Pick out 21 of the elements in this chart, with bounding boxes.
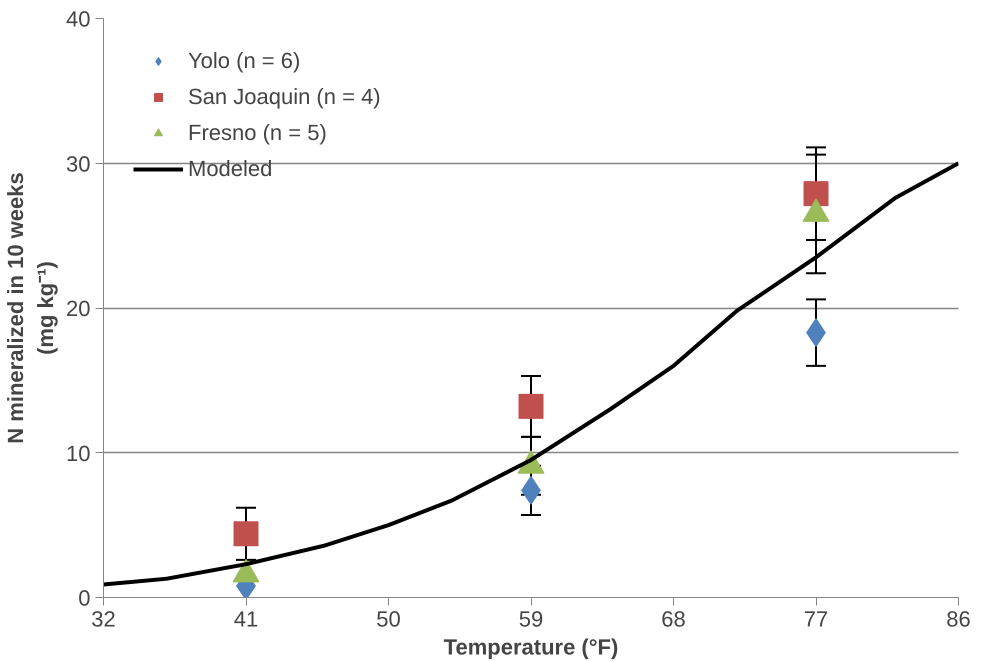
y-tick-label: 30 — [66, 151, 91, 176]
y-tick-label: 40 — [66, 6, 91, 32]
x-tick-label: 59 — [518, 606, 544, 632]
x-tick-label: 50 — [376, 606, 401, 632]
x-tick-label: 68 — [661, 606, 686, 632]
legend-label: Modeled — [188, 156, 272, 182]
point — [804, 181, 828, 206]
y-axis-title: N mineralized in 10 weeks (mg kg⁻¹) — [3, 172, 58, 444]
x-tick-label: 32 — [91, 606, 116, 632]
legend-label: San Joaquin (n = 4) — [188, 84, 381, 110]
y-tick-label: 20 — [66, 296, 91, 321]
x-tick-label: 41 — [234, 606, 258, 632]
legend-label: Yolo (n = 6) — [188, 48, 300, 74]
x-tick-label: 86 — [946, 606, 971, 632]
legend-label: Fresno (n = 5) — [188, 120, 327, 146]
y-tick-label: 0 — [78, 586, 91, 610]
point — [518, 394, 544, 419]
y-tick-label: 10 — [66, 440, 91, 466]
point — [234, 521, 258, 546]
x-tick-label: 77 — [804, 606, 828, 632]
x-axis-title: Temperature (°F) — [444, 634, 618, 660]
